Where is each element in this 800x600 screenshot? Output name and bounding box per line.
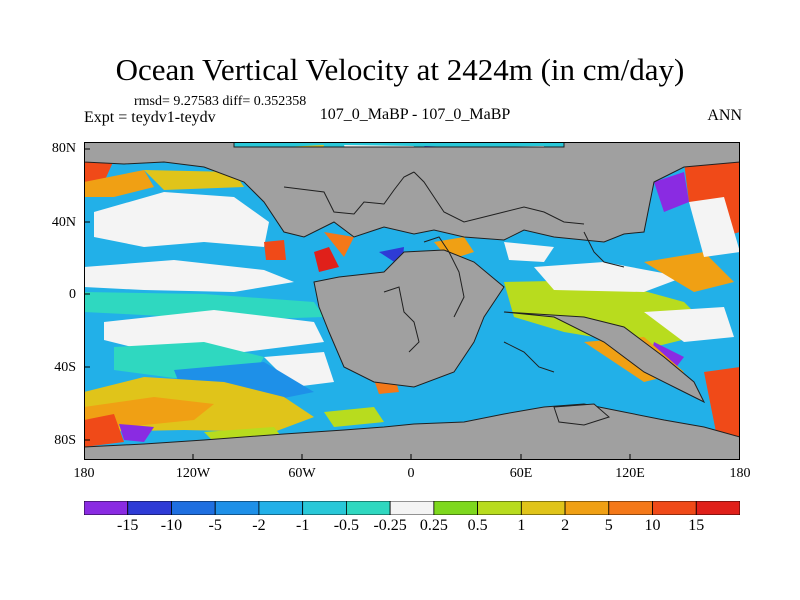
ocean-field-orange: [324, 232, 354, 257]
map-frame: [84, 142, 740, 460]
colorbar-level-label: -15: [117, 517, 139, 534]
colorbar-swatch: [302, 501, 347, 515]
lon-label-180e: 180: [729, 466, 751, 481]
lat-label-0: 0: [69, 287, 76, 302]
lat-label-40s: 40S: [54, 360, 76, 375]
ocean-field-orange: [434, 237, 474, 260]
season-label: ANN: [707, 107, 742, 124]
ocean-field-white: [84, 260, 294, 292]
map-ticks: [84, 148, 631, 460]
colorbar-swatch: [214, 501, 260, 515]
colorbar-level-label: 1: [517, 517, 526, 534]
lon-label-120e: 120E: [615, 466, 645, 481]
colorbar-swatch: [258, 501, 304, 515]
ocean-field-white: [94, 192, 269, 247]
colorbar-swatch: [564, 501, 610, 515]
colorbar-swatch: [477, 501, 522, 515]
ocean-field-white: [104, 310, 324, 352]
colorbar-swatch: [127, 501, 172, 515]
lat-label-40n: 40N: [51, 215, 76, 230]
ocean-field-red: [314, 247, 339, 272]
experiment-label: Expt = teydv1-teydv: [84, 109, 216, 126]
velocity-map: [84, 142, 740, 460]
ocean-field-yellow: [144, 170, 244, 190]
ocean-field-white: [264, 352, 334, 387]
colorbar-level-label: -0.25: [373, 517, 407, 534]
ocean-field-yellow: [324, 407, 384, 427]
lon-label-0: 0: [407, 466, 415, 481]
ocean-field-yellow: [504, 280, 714, 347]
ocean-field-red: [84, 160, 114, 184]
land-mass: [84, 142, 740, 243]
plot-title: Ocean Vertical Velocity at 2424m (in cm/…: [115, 52, 685, 87]
ocean-field-red: [264, 240, 286, 260]
ocean-field-purple: [119, 424, 154, 442]
lat-label-80s: 80S: [54, 433, 76, 448]
ocean-field-purple: [654, 172, 689, 212]
ocean-field-white: [534, 262, 684, 292]
stats-label: rmsd= 9.27583 diff= 0.352358: [134, 94, 307, 109]
colorbar-level-label: -5: [208, 517, 222, 534]
coastlines: [283, 171, 625, 373]
colorbar-level-label: 5: [604, 517, 613, 534]
colorbar-swatch: [433, 501, 479, 515]
colorbar-swatch: [652, 501, 697, 515]
ocean-field-red: [84, 414, 124, 447]
colorbar-level-label: 10: [644, 517, 661, 534]
ocean-field-orange: [84, 170, 154, 197]
ocean-field-white: [644, 307, 734, 342]
colorbar-level-label: -0.5: [333, 517, 360, 534]
lon-label-120w: 120W: [175, 466, 211, 481]
lon-label-60w: 60W: [288, 466, 316, 481]
ocean-field-white: [504, 242, 554, 262]
period-label: 107_0_MaBP - 107_0_MaBP: [319, 106, 511, 123]
colorbar-level-label: 2: [561, 517, 570, 534]
ocean-field-white: [689, 197, 740, 257]
colorbar-level-label: -2: [252, 517, 266, 534]
colorbar-swatch: [389, 501, 435, 515]
colorbar-swatch: [171, 501, 216, 515]
colorbar-level-label: -1: [295, 517, 310, 534]
ocean-field-orange: [644, 252, 734, 292]
colorbar-swatch: [608, 501, 653, 515]
land-mass: [553, 403, 610, 426]
land-mass: [503, 311, 706, 404]
lat-label-80n: 80N: [51, 141, 76, 156]
colorbar-swatch: [520, 501, 566, 515]
colorbar-level-label: -10: [160, 517, 183, 534]
ocean-field-orange: [84, 397, 214, 427]
land-mass: [313, 249, 505, 388]
lon-label-180w: 180: [73, 466, 95, 481]
ocean-field-red: [704, 367, 740, 447]
colorbar-swatch: [695, 501, 740, 515]
colorbar-level-label: 0.5: [467, 517, 488, 534]
lon-label-60e: 60E: [509, 466, 533, 481]
colorbar-swatch: [345, 501, 391, 515]
land-masses: [84, 142, 740, 460]
colorbar-level-label: 15: [688, 517, 705, 534]
colorbar-swatch: [84, 501, 129, 515]
colorbar-level-label: 0.25: [419, 517, 448, 534]
ocean-field-teal: [84, 292, 324, 320]
colorbar: [84, 501, 740, 515]
